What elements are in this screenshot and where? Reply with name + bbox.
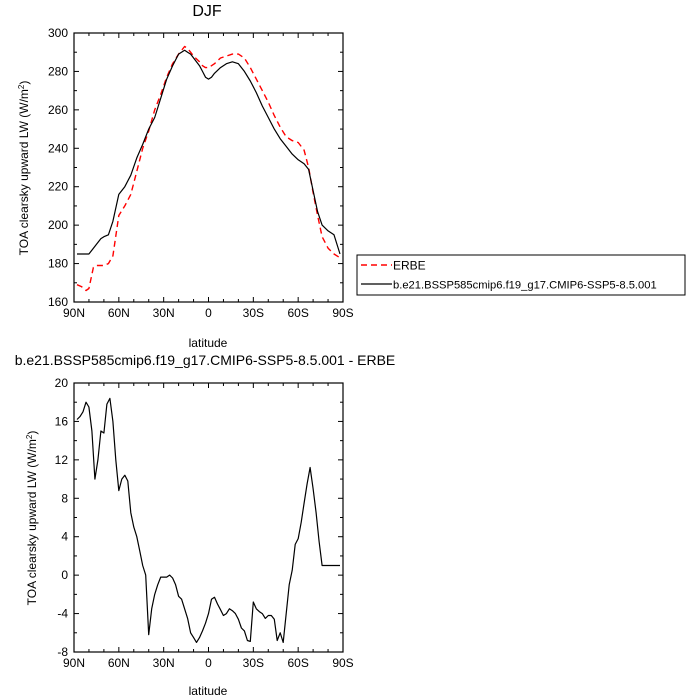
y-axis-label: TOA clearsky upward LW (W/m2): [17, 81, 31, 256]
x-tick-label: 30N: [153, 656, 175, 670]
y-tick-label: 12: [55, 453, 69, 467]
chart-title: b.e21.BSSP585cmip6.f19_g17.CMIP6-SSP5-8.…: [15, 352, 396, 368]
plot-frame: [73, 32, 344, 303]
y-axis-label-end: ): [17, 81, 31, 85]
x-axis-label: latitude: [189, 684, 228, 698]
legend: ERBE b.e21.BSSP585cmip6.f19_g17.CMIP6-SS…: [356, 254, 686, 296]
x-tick-label: 90N: [63, 656, 85, 670]
series-layer: [76, 45, 341, 292]
y-tick-label: 0: [61, 568, 68, 582]
x-tick-label: 60N: [108, 306, 130, 320]
x-tick-label: 30N: [153, 306, 175, 320]
legend-label-erbe: ERBE: [393, 259, 426, 273]
y-tick-label: 280: [48, 64, 68, 78]
chart-bottom-difference: b.e21.BSSP585cmip6.f19_g17.CMIP6-SSP5-8.…: [15, 352, 396, 698]
y-tick-label: 300: [48, 26, 68, 40]
series-line-model: [77, 49, 341, 255]
y-axis-label-superscript: 2: [25, 434, 34, 439]
x-tick-label: 30S: [243, 656, 264, 670]
y-tick-label: 160: [48, 295, 68, 309]
x-tick-label: 30S: [243, 306, 264, 320]
x-tick-label: 90S: [332, 656, 353, 670]
y-tick-label: 220: [48, 180, 68, 194]
y-tick-label: 180: [48, 257, 68, 271]
series-line-difference: [76, 397, 340, 644]
y-axis-label-end: ): [25, 431, 39, 435]
y-axis-label-text: TOA clearsky upward LW (W/m: [25, 439, 39, 605]
x-tick-label: 0: [205, 306, 212, 320]
y-tick-label: -4: [57, 607, 68, 621]
ticks-layer: 90N 60N 30N 0 30S 60S 90S 160 180 200 220 240 260 280…: [48, 26, 354, 320]
x-tick-label: 0: [205, 656, 212, 670]
y-tick-label: 4: [61, 530, 68, 544]
series-line-erbe: [76, 45, 341, 292]
y-axis-label: TOA clearsky upward LW (W/m2): [25, 431, 39, 606]
y-tick-label: 20: [55, 376, 69, 390]
x-tick-label: 60S: [287, 656, 308, 670]
y-tick-label: 240: [48, 141, 68, 155]
legend-box: [356, 254, 686, 296]
x-tick-label: 60S: [287, 306, 308, 320]
y-tick-label: 200: [48, 218, 68, 232]
x-axis-label: latitude: [189, 336, 228, 350]
ticks-layer: 90N 60N 30N 0 30S 60S 90S -8 -4 0 4 8 12 16 20: [55, 376, 354, 670]
chart-title: DJF: [192, 3, 222, 20]
legend-label-model: b.e21.BSSP585cmip6.f19_g17.CMIP6-SSP5-8.…: [393, 280, 657, 292]
y-tick-label: -8: [57, 645, 68, 659]
x-tick-label: 90N: [63, 306, 85, 320]
y-tick-label: 16: [55, 414, 69, 428]
series-layer: [76, 397, 340, 644]
y-axis-label-text: TOA clearsky upward LW (W/m: [17, 89, 31, 255]
y-tick-label: 260: [48, 103, 68, 117]
x-tick-label: 90S: [332, 306, 353, 320]
y-axis-label-superscript: 2: [17, 84, 26, 89]
chart-top-climatology: DJF 90N 60N 30N 0 30S 60S 90S 160 180 200 220 240 26…: [17, 3, 686, 350]
x-tick-label: 60N: [108, 656, 130, 670]
y-tick-label: 8: [61, 491, 68, 505]
